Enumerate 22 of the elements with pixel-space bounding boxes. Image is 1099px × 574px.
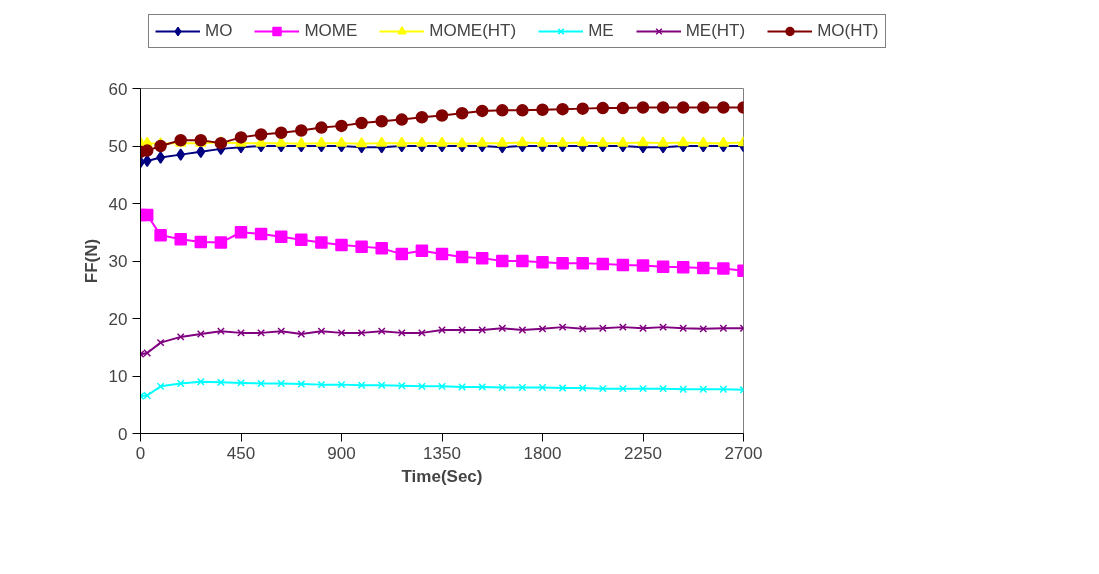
legend-label: MOME(HT) <box>429 21 517 41</box>
x-tick-label: 1350 <box>423 443 461 463</box>
legend-label: ME(HT) <box>685 21 746 41</box>
x-tick-label: 1800 <box>523 443 562 463</box>
y-tick-label: 30 <box>108 252 128 271</box>
y-tick-label: 40 <box>108 194 128 214</box>
x-tick-label: 2250 <box>624 443 662 463</box>
x-tick-label: 450 <box>226 443 256 463</box>
legend-label: ME <box>588 21 614 41</box>
x-axis-title: Time(Sec) <box>401 466 483 486</box>
y-tick-label: 10 <box>108 367 128 386</box>
y-tick-label: 0 <box>118 424 128 444</box>
x-tick-label: 900 <box>327 443 356 463</box>
y-tick-label: 50 <box>108 137 128 156</box>
y-axis-title: FF(N) <box>81 238 101 284</box>
y-tick-label: 20 <box>108 309 128 329</box>
y-tick-label: 60 <box>108 79 128 99</box>
legend-label: MO(HT) <box>817 21 879 41</box>
legend-label: MO <box>205 21 233 41</box>
x-tick-label: 2700 <box>724 443 763 463</box>
legend-label: MOME <box>304 21 358 41</box>
x-tick-label: 0 <box>135 443 146 463</box>
